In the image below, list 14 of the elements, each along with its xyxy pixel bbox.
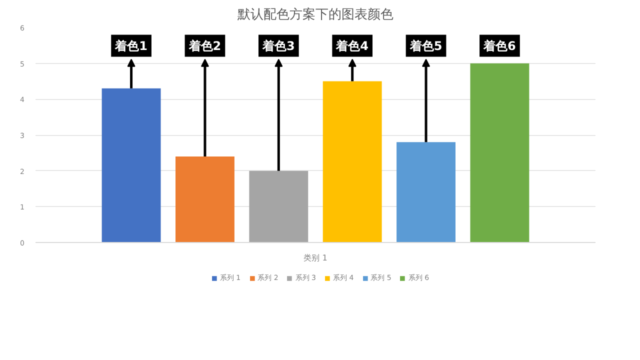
annotation: 着色2 — [188, 38, 222, 53]
bar — [322, 81, 382, 242]
annotation: 着色3 — [261, 38, 295, 53]
annotation: 着色5 — [408, 38, 442, 53]
annotation: 着色4 — [335, 38, 369, 53]
bar — [176, 156, 234, 242]
bar — [396, 142, 456, 242]
bar — [249, 170, 308, 242]
bar — [470, 63, 530, 242]
x-tick-label: 类别 1 — [304, 254, 328, 262]
bar — [102, 88, 161, 242]
annotation: 着色1 — [114, 38, 148, 53]
annotation: 着色6 — [482, 38, 516, 53]
chart-title: 默认配色方案下的图表颜色 — [236, 6, 394, 22]
